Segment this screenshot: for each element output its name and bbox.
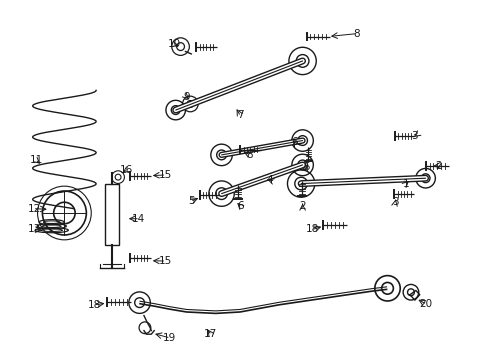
Text: 15: 15	[158, 170, 172, 180]
Text: 14: 14	[132, 214, 145, 224]
Text: 18: 18	[306, 225, 319, 234]
Text: 12: 12	[27, 204, 41, 214]
Text: 8: 8	[353, 29, 360, 39]
Text: 13: 13	[27, 225, 41, 234]
Text: 11: 11	[29, 155, 43, 165]
Text: 2: 2	[435, 161, 441, 171]
Text: 3: 3	[392, 197, 399, 207]
Text: 1: 1	[403, 179, 409, 189]
Text: 17: 17	[204, 329, 218, 339]
Text: 5: 5	[303, 162, 310, 172]
Text: 10: 10	[168, 40, 181, 49]
Text: 9: 9	[183, 92, 190, 102]
Text: 6: 6	[237, 201, 244, 211]
Text: 6: 6	[292, 138, 298, 147]
Text: 16: 16	[120, 165, 133, 175]
Text: 19: 19	[163, 333, 176, 343]
Text: 2: 2	[299, 201, 306, 211]
Text: 3: 3	[412, 131, 418, 141]
Text: 8: 8	[246, 150, 253, 160]
Text: 20: 20	[419, 299, 432, 309]
Text: 5: 5	[188, 196, 195, 206]
Text: 18: 18	[88, 300, 101, 310]
Bar	[105, 184, 119, 244]
Text: 15: 15	[158, 256, 172, 266]
Text: 7: 7	[237, 111, 244, 121]
Text: 4: 4	[266, 175, 273, 185]
